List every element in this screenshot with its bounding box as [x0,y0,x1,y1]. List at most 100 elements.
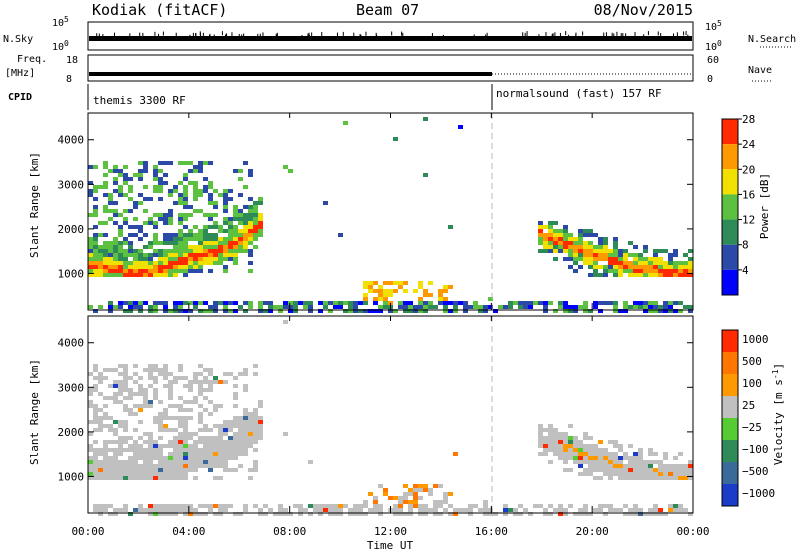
colorbar-tick-label: 25 [742,399,755,412]
heatmap-cell [688,476,693,480]
heatmap-cell [203,464,208,468]
heatmap-cell [153,456,158,460]
heatmap-cell [333,512,338,516]
heatmap-cell [153,301,158,305]
heatmap-cell [298,504,303,508]
heatmap-cell [573,253,578,257]
heatmap-cell [113,472,118,476]
heatmap-cell [688,273,693,277]
heatmap-cell [133,269,138,273]
heatmap-cell [338,301,343,305]
heatmap-cell [228,253,233,257]
nsky-spike [620,33,622,38]
heatmap-cell [168,396,173,400]
heatmap-cell [578,456,583,460]
heatmap-cell [88,249,93,253]
heatmap-cell [203,233,208,237]
heatmap-cell [593,273,598,277]
heatmap-cell [228,436,233,440]
heatmap-cell [493,309,498,313]
heatmap-cell [548,460,553,464]
heatmap-cell [618,476,623,480]
heatmap-cell [223,193,228,197]
heatmap-cell [653,468,658,472]
nsky-spike [142,32,144,37]
heatmap-cell [268,305,273,309]
heatmap-cell [153,309,158,313]
heatmap-cell [648,508,653,512]
heatmap-cell [188,432,193,436]
heatmap-cell [253,416,258,420]
heatmap-cell [598,504,603,508]
heatmap-cell [578,508,583,512]
heatmap-cell [568,265,573,269]
heatmap-cell [328,309,333,313]
heatmap-cell [163,173,168,177]
heatmap-cell [153,420,158,424]
heatmap-cell [103,416,108,420]
heatmap-cell [443,508,448,512]
heatmap-cell [183,189,188,193]
heatmap-cell [408,512,413,516]
colorbar-swatch [722,194,738,220]
heatmap-cell [248,412,253,416]
heatmap-cell [208,249,213,253]
heatmap-cell [178,265,183,269]
heatmap-cell [523,305,528,309]
heatmap-cell [153,376,158,380]
heatmap-cell [253,364,258,368]
nsky-spike [342,31,344,36]
heatmap-cell [663,261,668,265]
heatmap-cell [198,420,203,424]
heatmap-cell [218,444,223,448]
heatmap-cell [258,229,263,233]
heatmap-cell [178,241,183,245]
heatmap-cell [258,428,263,432]
heatmap-cell [98,221,103,225]
heatmap-cell [228,452,233,456]
heatmap-cell [328,508,333,512]
heatmap-cell [683,476,688,480]
velocity-xticks [87,316,694,513]
heatmap-cell [623,456,628,460]
heatmap-cell [143,165,148,169]
heatmap-cell [413,309,418,313]
heatmap-cell [388,289,393,293]
heatmap-cell [538,249,543,253]
heatmap-cell [198,388,203,392]
heatmap-cell [168,428,173,432]
nsky-spike [473,34,475,39]
heatmap-cell [503,512,508,516]
heatmap-cell [638,456,643,460]
heatmap-cell [573,436,578,440]
heatmap-cell [123,249,128,253]
heatmap-cell [93,472,98,476]
freq-label: Freq. [17,54,47,65]
heatmap-cell [203,177,208,181]
heatmap-cell [193,237,198,241]
heatmap-cell [173,428,178,432]
heatmap-cell [243,237,248,241]
heatmap-cell [418,488,423,492]
heatmap-cell [173,448,178,452]
heatmap-cell [643,305,648,309]
heatmap-cell [583,468,588,472]
heatmap-cell [218,440,223,444]
heatmap-cell [418,309,423,313]
heatmap-cell [128,225,133,229]
heatmap-cell [258,432,263,436]
heatmap-cell [93,269,98,273]
heatmap-cell [583,432,588,436]
heatmap-cell [153,380,158,384]
nsky-spike [96,33,98,38]
heatmap-cell [548,225,553,229]
heatmap-cell [593,265,598,269]
heatmap-cell [153,261,158,265]
heatmap-cell [268,508,273,512]
heatmap-cell [583,241,588,245]
heatmap-cell [423,484,428,488]
heatmap-cell [678,508,683,512]
colorbar-tick-label: −25 [742,421,762,434]
heatmap-cell [663,456,668,460]
nsky-spike [224,34,226,39]
